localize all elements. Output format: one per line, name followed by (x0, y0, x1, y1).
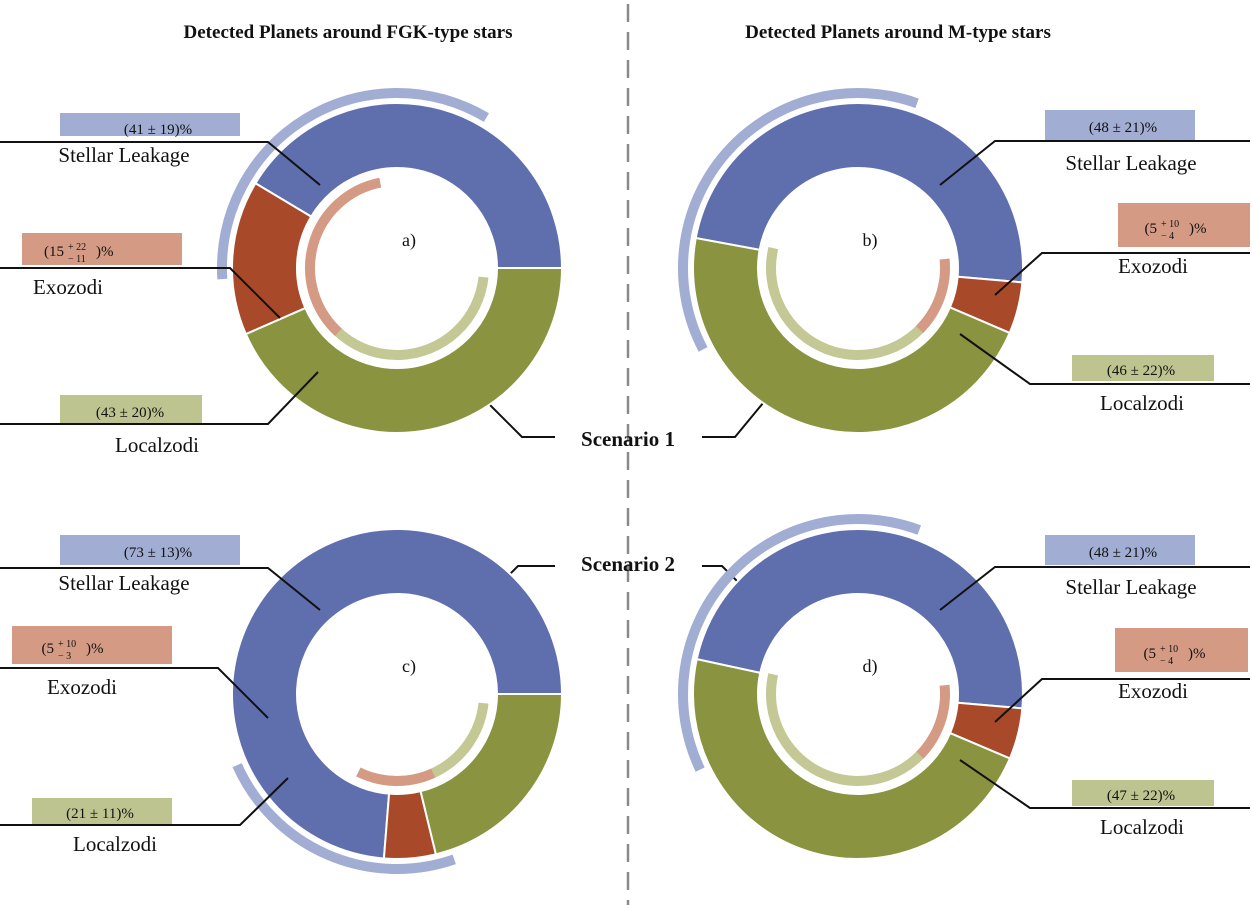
exozodi-value-box (1118, 203, 1250, 247)
exozodi-value-main: (5 (1145, 221, 1158, 237)
exozodi-slice (382, 789, 438, 860)
stellar-leakage-leader (0, 141, 321, 186)
stellar-leakage-label: Stellar Leakage (58, 143, 189, 167)
localzodi-leader (0, 371, 319, 425)
donut-chart-3: c) (73 ± 13)% Stellar Leakage (5 + 10− 3)% Ex… (0, 528, 564, 874)
stellar-leakage-uncertainty-arc (678, 88, 919, 352)
localzodi-slice (692, 657, 1012, 860)
localzodi-leader (959, 759, 1250, 809)
exozodi-value-box (22, 233, 182, 265)
panel-label: a) (402, 230, 416, 251)
exozodi-value-lower: − 11 (68, 254, 86, 265)
stellar-leakage-value-box (60, 113, 240, 136)
localzodi-value: (46 ± 22)% (1107, 363, 1175, 379)
stellar-leakage-leader (0, 567, 321, 611)
panel-label: c) (402, 656, 416, 677)
title-left: Detected Planets around FGK-type stars (184, 22, 513, 43)
exozodi-leader (0, 667, 269, 719)
stellar-leakage-value-box (1045, 110, 1195, 140)
stellar-leakage-slice (694, 102, 1024, 284)
title-right: Detected Planets around M-type stars (745, 22, 1051, 43)
stellar-leakage-value-box (60, 535, 240, 565)
localzodi-uncertainty-arc (766, 673, 939, 786)
exozodi-slice (231, 181, 313, 336)
exozodi-value-lower: − 4 (1160, 656, 1173, 667)
exozodi-label: Exozodi (33, 275, 103, 299)
exozodi-leader (0, 267, 281, 319)
scenario-1-label: Scenario 1 (581, 427, 675, 451)
stellar-leakage-leader (939, 140, 1250, 186)
exozodi-label: Exozodi (1118, 679, 1188, 703)
localzodi-value-box (32, 798, 172, 824)
exozodi-value-box (1115, 628, 1248, 672)
stellar-leakage-value: (48 ± 21)% (1089, 120, 1157, 136)
scenario-1-leader-right (702, 396, 769, 438)
stellar-leakage-label: Stellar Leakage (1065, 151, 1196, 175)
localzodi-value-box (1072, 780, 1214, 806)
exozodi-value-main: (5 (42, 641, 55, 657)
stellar-leakage-value-box (1045, 535, 1195, 565)
localzodi-slice (419, 693, 564, 856)
scenario-1-leader-left (481, 396, 555, 438)
exozodi-value-upper: + 10 (1161, 219, 1179, 230)
panel-label: b) (863, 230, 878, 251)
stellar-leakage-value: (73 ± 13)% (124, 545, 192, 561)
stellar-leakage-value: (48 ± 21)% (1089, 545, 1157, 561)
exozodi-value-box (12, 626, 172, 664)
exozodi-uncertainty-arc (305, 177, 382, 336)
localzodi-label: Localzodi (1100, 815, 1184, 839)
exozodi-value-end: )% (1188, 646, 1206, 662)
exozodi-label: Exozodi (47, 675, 117, 699)
exozodi-value-end: )% (1189, 221, 1207, 237)
exozodi-uncertainty-arc (916, 684, 950, 759)
donut-chart-4: d) (48 ± 21)% Stellar Leakage (5 + 10− 4)% Ex… (678, 514, 1250, 860)
stellar-leakage-uncertainty-arc (232, 763, 456, 874)
exozodi-value-main: (5 (1144, 646, 1157, 662)
localzodi-value-box (60, 395, 202, 425)
localzodi-uncertainty-arc (766, 247, 939, 360)
exozodi-value-upper: + 10 (58, 639, 76, 650)
stellar-leakage-slice (254, 102, 564, 269)
exozodi-uncertainty-arc (356, 767, 436, 786)
exozodi-value-end: )% (96, 244, 114, 260)
localzodi-label: Localzodi (73, 832, 157, 856)
panel-label: d) (863, 656, 878, 677)
exozodi-value-end: )% (86, 641, 104, 657)
stellar-leakage-slice (695, 528, 1024, 710)
localzodi-leader (959, 333, 1250, 385)
exozodi-value-upper: + 22 (68, 242, 86, 253)
localzodi-label: Localzodi (115, 433, 199, 457)
localzodi-value: (43 ± 20)% (96, 405, 164, 421)
exozodi-value-lower: − 4 (1161, 231, 1174, 242)
exozodi-uncertainty-arc (915, 258, 950, 334)
localzodi-slice (244, 267, 564, 434)
localzodi-slice (692, 236, 1011, 434)
localzodi-value: (21 ± 11)% (66, 806, 134, 822)
localzodi-value-box (1072, 355, 1214, 381)
exozodi-value-main: (15 (44, 244, 64, 260)
stellar-leakage-value: (41 ± 19)% (124, 122, 192, 138)
localzodi-value: (47 ± 22)% (1107, 788, 1175, 804)
stellar-leakage-uncertainty-arc (678, 514, 921, 772)
localzodi-leader (0, 777, 289, 826)
stellar-leakage-slice (231, 528, 564, 860)
exozodi-leader (994, 678, 1250, 723)
exozodi-leader (994, 252, 1250, 296)
scenario-2-label: Scenario 2 (581, 552, 675, 576)
localzodi-label: Localzodi (1100, 391, 1184, 415)
stellar-leakage-uncertainty-arc (217, 88, 489, 280)
exozodi-value-upper: + 10 (1160, 644, 1178, 655)
donut-chart-1: a) (41 ± 19)% Stellar Leakage (15 + 22− 11)%… (0, 88, 564, 457)
stellar-leakage-label: Stellar Leakage (1065, 575, 1196, 599)
stellar-leakage-label: Stellar Leakage (58, 571, 189, 595)
exozodi-label: Exozodi (1118, 254, 1188, 278)
localzodi-uncertainty-arc (306, 276, 489, 360)
stellar-leakage-leader (939, 566, 1250, 611)
donut-chart-2: b) (48 ± 21)% Stellar Leakage (5 + 10− 4)% Ex… (678, 88, 1250, 434)
exozodi-value-lower: − 3 (58, 651, 71, 662)
